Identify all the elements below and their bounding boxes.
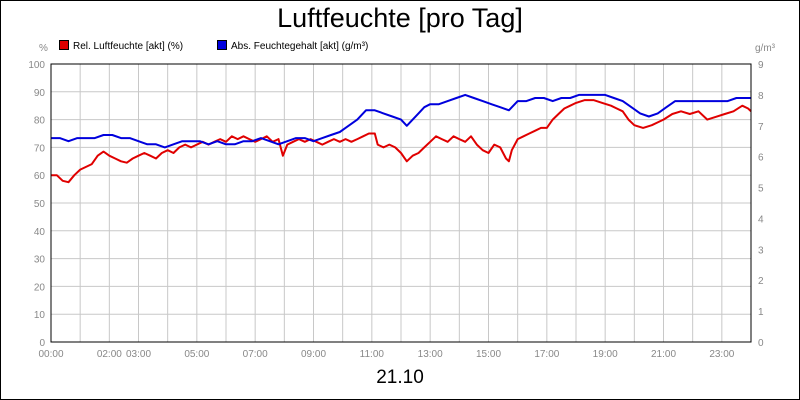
x-tick-label: 11:00 [360,349,385,360]
y-left-tick-label: 40 [34,227,46,238]
x-tick-label: 23:00 [709,349,734,360]
y-left-tick-label: 10 [34,310,46,321]
y-right-tick-label: 1 [758,307,764,318]
x-tick-label: 19:00 [593,349,618,360]
legend-label-rel-humidity: Rel. Luftfeuchte [akt] (%) [73,41,184,52]
left-axis-unit: % [39,43,48,54]
y-left-tick-label: 30 [34,255,46,266]
y-right-tick-label: 4 [758,214,764,225]
y-left-tick-label: 100 [28,60,45,71]
x-tick-label: 17:00 [534,349,559,360]
plot-border [50,63,752,343]
x-tick-label: 09:00 [301,349,326,360]
y-right-tick-label: 9 [758,60,764,71]
y-right-tick-label: 7 [758,122,764,133]
date-label: 21.10 [376,367,424,388]
y-right-tick-label: 5 [758,184,764,195]
y-left-tick-label: 20 [34,282,46,293]
series-line-rel-humidity [51,99,752,184]
y-left-tick-label: 0 [39,338,45,349]
x-tick-label: 00:00 [38,349,63,360]
x-tick-label: 15:00 [476,349,501,360]
y-right-tick-label: 0 [758,338,764,349]
x-tick-label: 13:00 [418,349,443,360]
y-left-tick-label: 80 [34,116,46,127]
x-tick-label: 07:00 [243,349,268,360]
y-right-tick-label: 6 [758,153,764,164]
chart-title: Luftfeuchte [pro Tag] [277,3,523,33]
legend-swatch-red [59,40,69,50]
y-right-tick-label: 3 [758,245,764,256]
legend-swatch-blue [217,40,227,50]
y-left-tick-label: 90 [34,88,46,99]
y-left-tick-label: 70 [34,143,46,154]
series-line-abs-humidity [51,93,751,149]
y-left-tick-label: 50 [34,199,46,210]
y-right-tick-label: 8 [758,91,764,102]
y-left-tick-label: 60 [34,171,46,182]
x-tick-label: 03:00 [126,349,151,360]
legend-item-abs-humidity: Abs. Feuchtegehalt [akt] (g/m³) [217,40,368,52]
legend-label-abs-humidity: Abs. Feuchtegehalt [akt] (g/m³) [231,41,369,52]
x-tick-label: 21:00 [651,349,676,360]
x-tick-label: 02:00 [97,349,122,360]
right-axis-unit: g/m³ [755,43,775,54]
x-tick-label: 05:00 [184,349,209,360]
y-right-tick-label: 2 [758,276,764,287]
legend-item-rel-humidity: Rel. Luftfeuchte [akt] (%) [59,40,183,52]
